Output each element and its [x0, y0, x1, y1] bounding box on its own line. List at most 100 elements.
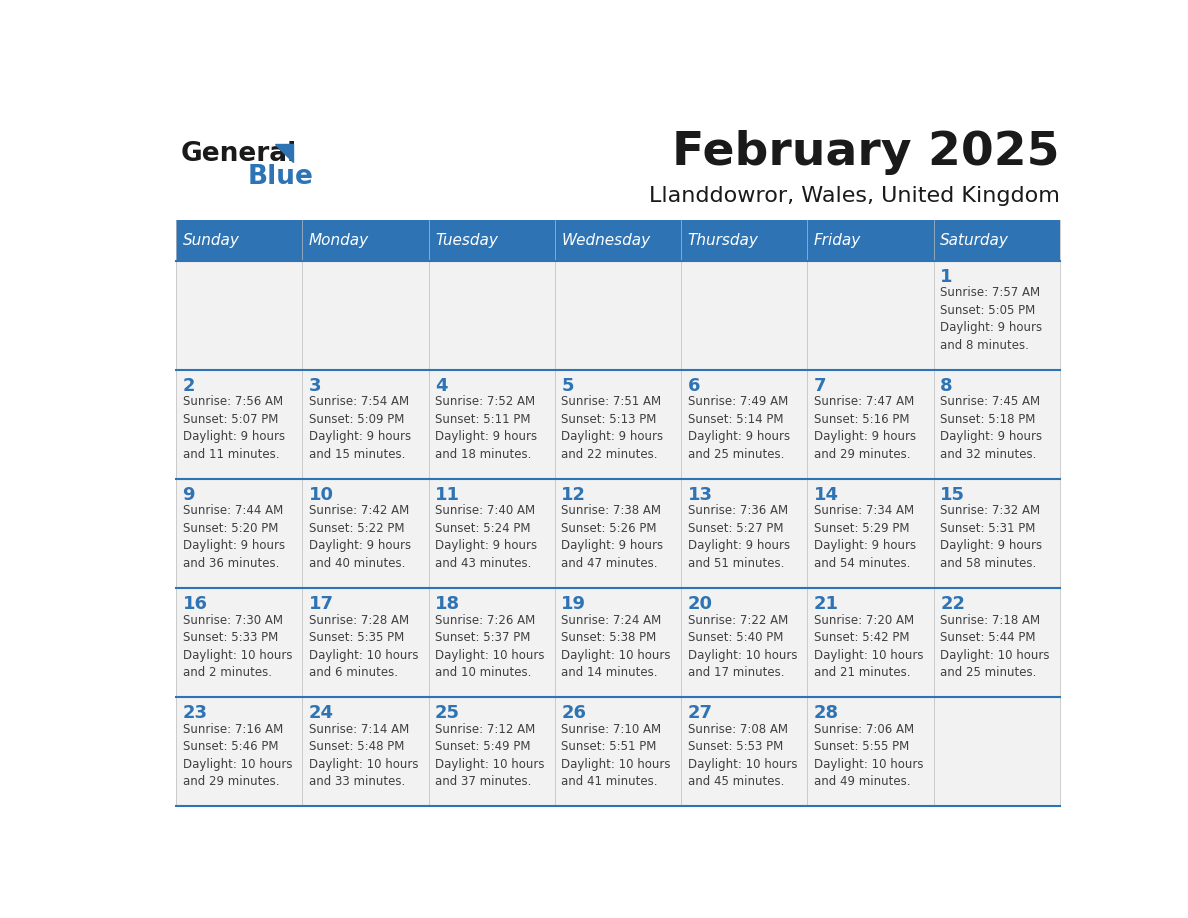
FancyBboxPatch shape — [176, 370, 303, 479]
FancyBboxPatch shape — [555, 588, 681, 698]
Text: Sunrise: 7:34 AM
Sunset: 5:29 PM
Daylight: 9 hours
and 54 minutes.: Sunrise: 7:34 AM Sunset: 5:29 PM Dayligh… — [814, 505, 916, 570]
Text: 7: 7 — [814, 377, 827, 395]
Text: 16: 16 — [183, 595, 208, 613]
Text: 23: 23 — [183, 704, 208, 722]
FancyBboxPatch shape — [934, 588, 1060, 698]
FancyBboxPatch shape — [303, 370, 429, 479]
Text: 20: 20 — [688, 595, 713, 613]
FancyBboxPatch shape — [681, 219, 808, 261]
Text: Sunrise: 7:32 AM
Sunset: 5:31 PM
Daylight: 9 hours
and 58 minutes.: Sunrise: 7:32 AM Sunset: 5:31 PM Dayligh… — [940, 505, 1042, 570]
Text: Wednesday: Wednesday — [562, 233, 651, 248]
Text: 27: 27 — [688, 704, 713, 722]
Text: Blue: Blue — [248, 163, 314, 190]
Text: Sunrise: 7:06 AM
Sunset: 5:55 PM
Daylight: 10 hours
and 49 minutes.: Sunrise: 7:06 AM Sunset: 5:55 PM Dayligh… — [814, 722, 923, 789]
Text: Sunrise: 7:54 AM
Sunset: 5:09 PM
Daylight: 9 hours
and 15 minutes.: Sunrise: 7:54 AM Sunset: 5:09 PM Dayligh… — [309, 396, 411, 461]
Text: 6: 6 — [688, 377, 700, 395]
Text: 12: 12 — [562, 486, 587, 504]
Text: Sunrise: 7:36 AM
Sunset: 5:27 PM
Daylight: 9 hours
and 51 minutes.: Sunrise: 7:36 AM Sunset: 5:27 PM Dayligh… — [688, 505, 790, 570]
FancyBboxPatch shape — [808, 588, 934, 698]
Text: Sunrise: 7:42 AM
Sunset: 5:22 PM
Daylight: 9 hours
and 40 minutes.: Sunrise: 7:42 AM Sunset: 5:22 PM Dayligh… — [309, 505, 411, 570]
FancyBboxPatch shape — [934, 479, 1060, 588]
Text: General: General — [181, 141, 297, 167]
Text: Sunrise: 7:08 AM
Sunset: 5:53 PM
Daylight: 10 hours
and 45 minutes.: Sunrise: 7:08 AM Sunset: 5:53 PM Dayligh… — [688, 722, 797, 789]
FancyBboxPatch shape — [808, 479, 934, 588]
Text: 2: 2 — [183, 377, 195, 395]
FancyBboxPatch shape — [176, 479, 303, 588]
Text: Sunrise: 7:44 AM
Sunset: 5:20 PM
Daylight: 9 hours
and 36 minutes.: Sunrise: 7:44 AM Sunset: 5:20 PM Dayligh… — [183, 505, 285, 570]
FancyBboxPatch shape — [176, 261, 303, 370]
FancyBboxPatch shape — [808, 219, 934, 261]
Text: 13: 13 — [688, 486, 713, 504]
Text: 24: 24 — [309, 704, 334, 722]
Text: February 2025: February 2025 — [672, 130, 1060, 175]
FancyBboxPatch shape — [681, 588, 808, 698]
Text: Tuesday: Tuesday — [435, 233, 498, 248]
Text: Sunday: Sunday — [183, 233, 240, 248]
FancyBboxPatch shape — [303, 698, 429, 806]
Text: 25: 25 — [435, 704, 460, 722]
FancyBboxPatch shape — [681, 698, 808, 806]
Text: Sunrise: 7:49 AM
Sunset: 5:14 PM
Daylight: 9 hours
and 25 minutes.: Sunrise: 7:49 AM Sunset: 5:14 PM Dayligh… — [688, 396, 790, 461]
Text: Sunrise: 7:52 AM
Sunset: 5:11 PM
Daylight: 9 hours
and 18 minutes.: Sunrise: 7:52 AM Sunset: 5:11 PM Dayligh… — [435, 396, 537, 461]
Text: 11: 11 — [435, 486, 460, 504]
Text: 8: 8 — [940, 377, 953, 395]
FancyBboxPatch shape — [555, 370, 681, 479]
Text: Sunrise: 7:18 AM
Sunset: 5:44 PM
Daylight: 10 hours
and 25 minutes.: Sunrise: 7:18 AM Sunset: 5:44 PM Dayligh… — [940, 613, 1050, 679]
FancyBboxPatch shape — [808, 261, 934, 370]
Text: Saturday: Saturday — [940, 233, 1009, 248]
Text: 4: 4 — [435, 377, 448, 395]
FancyBboxPatch shape — [429, 370, 555, 479]
FancyBboxPatch shape — [303, 479, 429, 588]
Text: Sunrise: 7:10 AM
Sunset: 5:51 PM
Daylight: 10 hours
and 41 minutes.: Sunrise: 7:10 AM Sunset: 5:51 PM Dayligh… — [562, 722, 671, 789]
FancyBboxPatch shape — [303, 219, 429, 261]
Text: Monday: Monday — [309, 233, 369, 248]
Text: 1: 1 — [940, 268, 953, 285]
Text: 18: 18 — [435, 595, 460, 613]
Text: Sunrise: 7:20 AM
Sunset: 5:42 PM
Daylight: 10 hours
and 21 minutes.: Sunrise: 7:20 AM Sunset: 5:42 PM Dayligh… — [814, 613, 923, 679]
FancyBboxPatch shape — [176, 698, 303, 806]
FancyBboxPatch shape — [808, 698, 934, 806]
Text: Sunrise: 7:14 AM
Sunset: 5:48 PM
Daylight: 10 hours
and 33 minutes.: Sunrise: 7:14 AM Sunset: 5:48 PM Dayligh… — [309, 722, 418, 789]
Text: 9: 9 — [183, 486, 195, 504]
Text: Friday: Friday — [814, 233, 861, 248]
Text: Sunrise: 7:28 AM
Sunset: 5:35 PM
Daylight: 10 hours
and 6 minutes.: Sunrise: 7:28 AM Sunset: 5:35 PM Dayligh… — [309, 613, 418, 679]
FancyBboxPatch shape — [934, 698, 1060, 806]
Text: Sunrise: 7:47 AM
Sunset: 5:16 PM
Daylight: 9 hours
and 29 minutes.: Sunrise: 7:47 AM Sunset: 5:16 PM Dayligh… — [814, 396, 916, 461]
Text: Sunrise: 7:22 AM
Sunset: 5:40 PM
Daylight: 10 hours
and 17 minutes.: Sunrise: 7:22 AM Sunset: 5:40 PM Dayligh… — [688, 613, 797, 679]
FancyBboxPatch shape — [176, 588, 303, 698]
Text: 15: 15 — [940, 486, 965, 504]
Text: Llanddowror, Wales, United Kingdom: Llanddowror, Wales, United Kingdom — [649, 186, 1060, 207]
FancyBboxPatch shape — [934, 219, 1060, 261]
FancyBboxPatch shape — [934, 261, 1060, 370]
Text: Sunrise: 7:12 AM
Sunset: 5:49 PM
Daylight: 10 hours
and 37 minutes.: Sunrise: 7:12 AM Sunset: 5:49 PM Dayligh… — [435, 722, 544, 789]
FancyBboxPatch shape — [555, 219, 681, 261]
Text: Sunrise: 7:30 AM
Sunset: 5:33 PM
Daylight: 10 hours
and 2 minutes.: Sunrise: 7:30 AM Sunset: 5:33 PM Dayligh… — [183, 613, 292, 679]
FancyBboxPatch shape — [176, 219, 303, 261]
Text: 26: 26 — [562, 704, 587, 722]
FancyBboxPatch shape — [555, 698, 681, 806]
Text: Sunrise: 7:38 AM
Sunset: 5:26 PM
Daylight: 9 hours
and 47 minutes.: Sunrise: 7:38 AM Sunset: 5:26 PM Dayligh… — [562, 505, 663, 570]
FancyBboxPatch shape — [429, 588, 555, 698]
Text: Sunrise: 7:57 AM
Sunset: 5:05 PM
Daylight: 9 hours
and 8 minutes.: Sunrise: 7:57 AM Sunset: 5:05 PM Dayligh… — [940, 286, 1042, 352]
FancyBboxPatch shape — [681, 261, 808, 370]
FancyBboxPatch shape — [303, 261, 429, 370]
Text: 17: 17 — [309, 595, 334, 613]
Text: Sunrise: 7:26 AM
Sunset: 5:37 PM
Daylight: 10 hours
and 10 minutes.: Sunrise: 7:26 AM Sunset: 5:37 PM Dayligh… — [435, 613, 544, 679]
FancyBboxPatch shape — [681, 370, 808, 479]
Text: 28: 28 — [814, 704, 839, 722]
FancyBboxPatch shape — [429, 698, 555, 806]
Text: 19: 19 — [562, 595, 587, 613]
FancyBboxPatch shape — [303, 588, 429, 698]
FancyBboxPatch shape — [934, 370, 1060, 479]
Text: 21: 21 — [814, 595, 839, 613]
Text: Sunrise: 7:51 AM
Sunset: 5:13 PM
Daylight: 9 hours
and 22 minutes.: Sunrise: 7:51 AM Sunset: 5:13 PM Dayligh… — [562, 396, 663, 461]
Text: Sunrise: 7:24 AM
Sunset: 5:38 PM
Daylight: 10 hours
and 14 minutes.: Sunrise: 7:24 AM Sunset: 5:38 PM Dayligh… — [562, 613, 671, 679]
FancyBboxPatch shape — [429, 479, 555, 588]
FancyBboxPatch shape — [555, 479, 681, 588]
FancyBboxPatch shape — [808, 370, 934, 479]
Text: 22: 22 — [940, 595, 965, 613]
Polygon shape — [274, 144, 293, 162]
FancyBboxPatch shape — [429, 219, 555, 261]
Text: Sunrise: 7:45 AM
Sunset: 5:18 PM
Daylight: 9 hours
and 32 minutes.: Sunrise: 7:45 AM Sunset: 5:18 PM Dayligh… — [940, 396, 1042, 461]
FancyBboxPatch shape — [555, 261, 681, 370]
